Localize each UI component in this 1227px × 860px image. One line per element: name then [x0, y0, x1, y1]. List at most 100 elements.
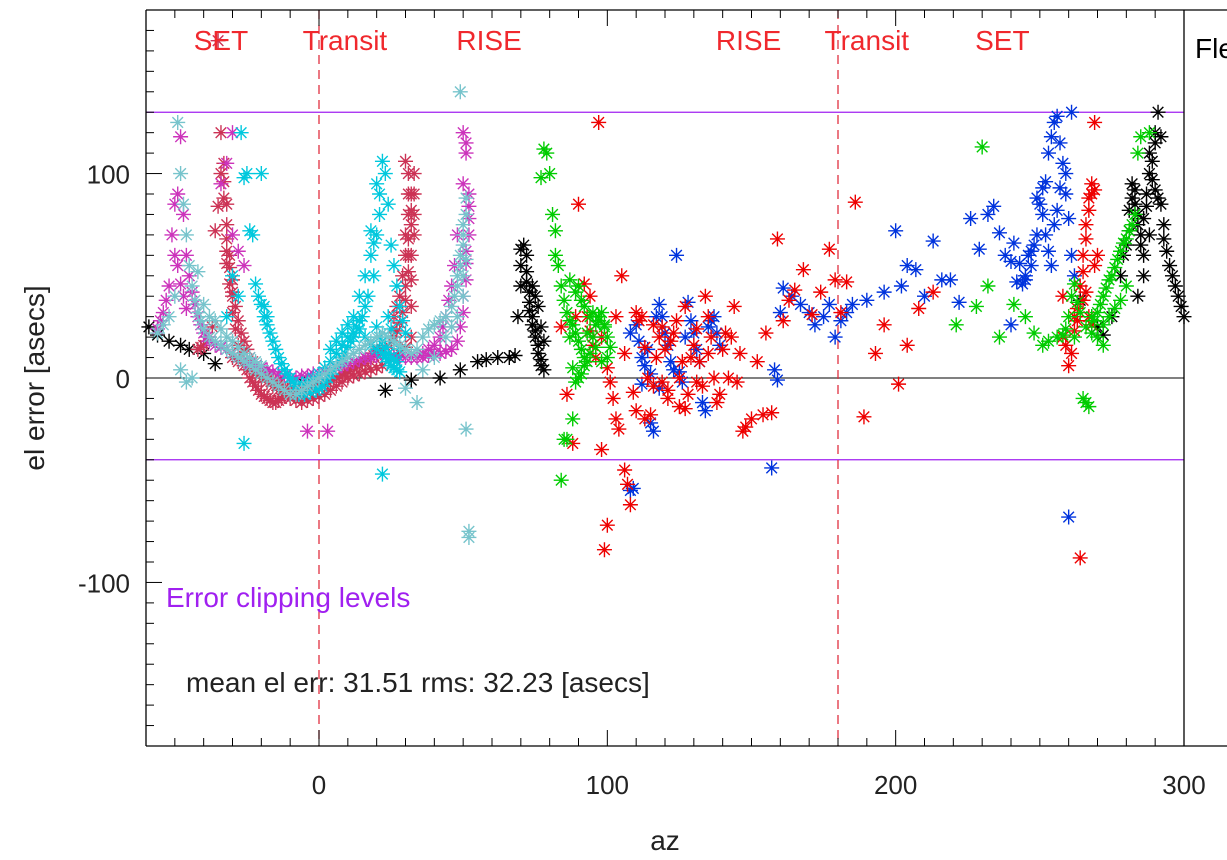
data-point	[389, 354, 405, 370]
data-point	[637, 358, 653, 374]
data-point	[775, 313, 791, 329]
data-point	[1144, 153, 1160, 169]
data-point	[259, 362, 275, 378]
data-point	[1139, 198, 1155, 214]
data-point	[591, 114, 607, 130]
data-point	[242, 370, 258, 386]
data-point	[1015, 276, 1031, 292]
data-point	[222, 260, 238, 276]
data-point	[844, 296, 860, 312]
series-3	[533, 125, 1157, 488]
data-point	[320, 370, 336, 386]
data-point	[527, 288, 543, 304]
data-point	[833, 313, 849, 329]
data-point	[553, 319, 569, 335]
data-point	[178, 374, 194, 390]
data-point	[1110, 251, 1126, 267]
data-point	[732, 345, 748, 361]
data-point	[458, 135, 474, 151]
data-point	[674, 354, 690, 370]
data-point	[426, 317, 442, 333]
data-point	[1078, 231, 1094, 247]
data-point	[421, 321, 437, 337]
data-point	[426, 350, 442, 366]
data-point	[164, 227, 180, 243]
data-point	[516, 237, 532, 253]
data-point	[210, 198, 226, 214]
data-point	[276, 382, 292, 398]
data-point	[426, 337, 442, 353]
data-point	[654, 374, 670, 390]
data-point	[524, 309, 540, 325]
data-point	[392, 364, 408, 380]
data-point	[452, 319, 468, 335]
data-point	[651, 296, 667, 312]
data-point	[392, 288, 408, 304]
data-point	[346, 354, 362, 370]
data-point	[455, 227, 471, 243]
data-point	[677, 298, 693, 314]
data-point	[1101, 272, 1117, 288]
data-point	[317, 366, 333, 382]
data-point	[170, 186, 186, 202]
data-point	[458, 190, 474, 206]
data-point	[631, 313, 647, 329]
data-point	[276, 362, 292, 378]
data-point	[1040, 145, 1056, 161]
data-point	[406, 166, 422, 182]
data-point	[395, 268, 411, 284]
data-point	[1043, 129, 1059, 145]
data-point	[1072, 278, 1088, 294]
data-point	[438, 329, 454, 345]
data-point	[634, 350, 650, 366]
data-point	[225, 333, 240, 349]
data-point	[461, 186, 477, 202]
data-point	[1064, 288, 1080, 304]
data-point	[400, 186, 416, 202]
data-point	[369, 329, 385, 345]
data-point	[1058, 321, 1074, 337]
data-point	[369, 176, 385, 192]
data-point	[536, 333, 552, 349]
data-point	[398, 380, 413, 396]
data-point	[536, 362, 552, 378]
data-point	[1141, 145, 1157, 161]
data-point	[680, 294, 696, 310]
data-point	[605, 390, 621, 406]
data-point	[299, 378, 315, 394]
data-point	[219, 196, 235, 212]
data-point	[767, 362, 783, 378]
data-point	[236, 345, 252, 361]
data-point	[294, 395, 310, 411]
data-point	[1101, 309, 1117, 325]
data-point	[772, 305, 788, 321]
data-point	[876, 317, 892, 333]
data-point	[398, 227, 413, 243]
data-point	[553, 278, 569, 294]
data-point	[354, 309, 370, 325]
data-point	[775, 280, 791, 296]
data-point	[963, 211, 979, 227]
data-point	[227, 298, 243, 314]
data-point	[158, 292, 174, 308]
data-point	[245, 374, 261, 390]
data-point	[346, 329, 362, 345]
data-point	[579, 354, 595, 370]
data-point	[859, 292, 875, 308]
data-point	[173, 362, 189, 378]
data-point	[337, 345, 353, 361]
data-point	[588, 317, 604, 333]
data-point	[239, 341, 255, 357]
data-point	[1124, 217, 1140, 233]
data-point	[1090, 329, 1105, 345]
data-point	[769, 231, 785, 247]
data-point	[648, 350, 664, 366]
data-point	[510, 309, 526, 325]
data-point	[1017, 268, 1033, 284]
data-point	[1136, 247, 1152, 263]
data-point	[392, 298, 408, 314]
data-point	[458, 251, 474, 267]
data-point	[645, 317, 661, 333]
phase-label: SET	[975, 25, 1029, 56]
data-point	[588, 350, 604, 366]
